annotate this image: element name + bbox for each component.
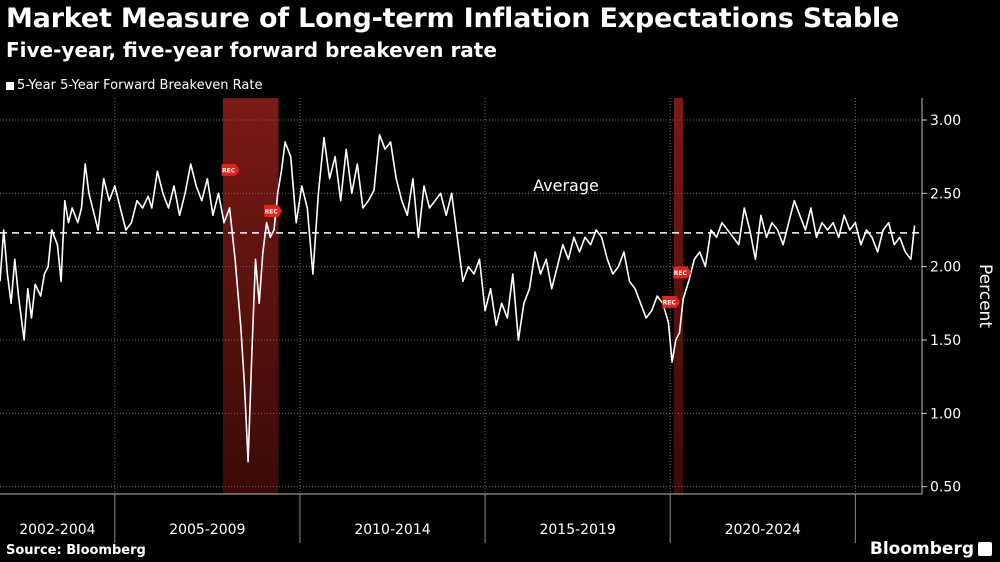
y-tick-label: 2.00 — [930, 260, 961, 276]
legend-label: 5-Year 5-Year Forward Breakeven Rate — [17, 78, 263, 93]
recession-marker-shape — [673, 266, 692, 279]
y-axis-label: Percent — [975, 264, 995, 328]
series-layer — [0, 133, 916, 463]
annotations: Average REC REC REC REC — [0, 163, 922, 308]
recession-marker: REC — [673, 266, 692, 279]
recession-marker-label: REC — [674, 270, 688, 277]
recession-marker: REC — [264, 204, 283, 217]
y-tick-label: 3.00 — [930, 113, 961, 129]
recession-marker-label: REC — [222, 167, 236, 174]
recession-band — [222, 98, 279, 494]
brand-logo: Bloomberg — [870, 539, 992, 559]
source-note: Source: Bloomberg — [6, 543, 146, 558]
y-tick-label: 1.00 — [930, 406, 961, 422]
brand-mark-icon — [978, 542, 992, 556]
legend: 5-Year 5-Year Forward Breakeven Rate — [6, 78, 262, 93]
average-label: Average — [533, 176, 599, 195]
series-line — [0, 133, 916, 463]
chart-subtitle: Five-year, five-year forward breakeven r… — [6, 38, 497, 62]
recession-marker-shape — [264, 204, 283, 217]
x-tick-label: 2015-2019 — [539, 522, 615, 538]
legend-swatch — [6, 81, 14, 90]
y-tick-label: 1.50 — [930, 333, 961, 349]
recession-marker-label: REC — [663, 299, 677, 306]
recession-marker: REC — [662, 295, 681, 308]
y-tick-label: 2.50 — [930, 186, 961, 202]
chart-title: Market Measure of Long-term Inflation Ex… — [6, 3, 900, 34]
axes: 0.50 1.00 1.50 2.00 2.50 3.00 2002-2004 2005-20… — [0, 98, 995, 543]
recession-band — [673, 98, 684, 494]
recession-marker: REC — [221, 163, 240, 176]
x-tick-label: 2020-2024 — [725, 522, 801, 538]
brand-name: Bloomberg — [869, 539, 974, 559]
x-tick-label: 2010-2014 — [354, 522, 430, 538]
recession-marker-shape — [221, 163, 240, 176]
recession-marker-label: REC — [265, 208, 279, 215]
x-tick-label: 2005-2009 — [169, 522, 245, 538]
recession-bands — [222, 98, 684, 494]
x-tick-label: 2002-2004 — [19, 522, 95, 538]
gridlines — [0, 98, 922, 494]
recession-marker-shape — [662, 295, 681, 308]
y-tick-label: 0.50 — [930, 480, 961, 496]
